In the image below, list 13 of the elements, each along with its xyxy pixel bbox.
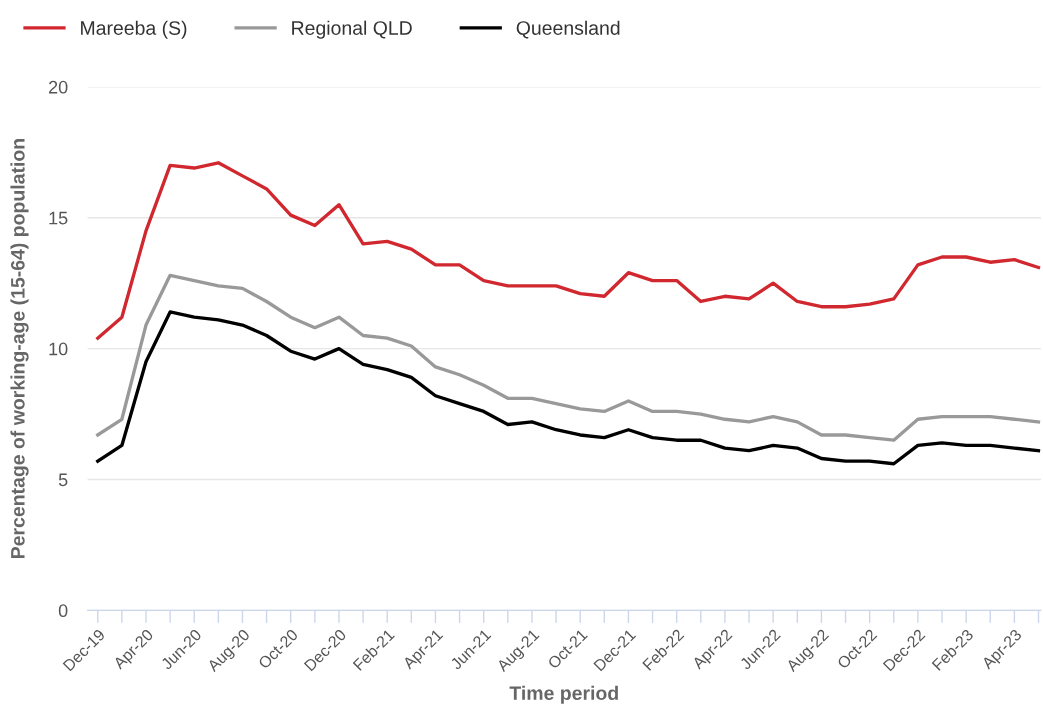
y-tick-label: 0: [58, 604, 68, 618]
line-series: [96, 310, 1041, 466]
y-tick-label: 5: [58, 473, 68, 487]
y-axis-title: Percentage of working-age (15-64) population: [10, 139, 29, 558]
legend-label: Queensland: [516, 20, 620, 39]
y-tick-label: 10: [49, 342, 68, 356]
x-axis-title: Time period: [509, 685, 618, 704]
legend-label: Mareeba (S): [81, 20, 187, 39]
y-tick-label: 20: [48, 80, 68, 94]
line-series: [96, 161, 1041, 340]
line-series: [96, 273, 1041, 442]
y-tick-label: 15: [49, 211, 68, 225]
legend-label: Regional QLD: [292, 20, 412, 39]
